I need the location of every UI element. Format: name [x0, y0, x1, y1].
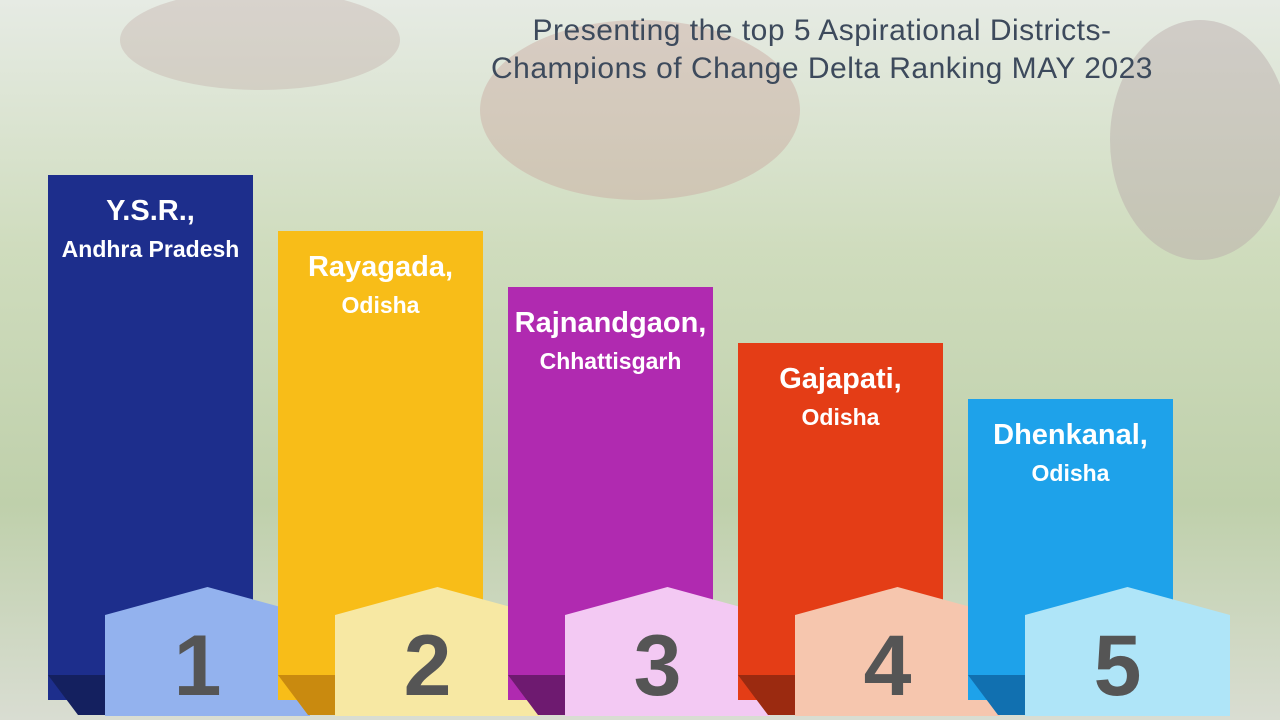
rank-badge: [565, 587, 770, 716]
district-name: Dhenkanal,: [993, 419, 1148, 451]
bar-shadow: [48, 675, 105, 715]
rank-badge: [795, 587, 1000, 716]
rank-number: 5: [1094, 618, 1142, 714]
title-line: Presenting the top 5 Aspirational Distri…: [533, 14, 1112, 47]
district-state: Andhra Pradesh: [62, 236, 240, 262]
district-state: Odisha: [802, 404, 880, 430]
district-state: Chhattisgarh: [540, 348, 682, 374]
district-name: Rajnandgaon,: [515, 307, 707, 339]
district-name: Rayagada,: [308, 251, 453, 283]
ranking-bars: 1 Y.S.R., Andhra Pradesh 2 Rayagada, Odisha 3 R…: [48, 175, 1230, 716]
title-line: Champions of Change Delta Ranking MAY 20…: [491, 52, 1153, 85]
district-name: Gajapati,: [779, 363, 902, 395]
rank-badge: [105, 587, 310, 716]
rank-badge: [335, 587, 540, 716]
district-state: Odisha: [1032, 460, 1110, 486]
rank-number: 3: [634, 618, 682, 714]
rank-number: 1: [174, 618, 222, 714]
photo-figure: [120, 0, 400, 90]
photo-figure: [1110, 20, 1280, 260]
rank-badge: [1025, 587, 1230, 716]
bar-shadow: [968, 675, 1025, 715]
rank-number: 2: [404, 618, 452, 714]
bar-shadow: [738, 675, 795, 715]
photo-figure: [480, 20, 800, 200]
rank-number: 4: [864, 618, 912, 714]
district-state: Odisha: [342, 292, 420, 318]
bar-shadow: [278, 675, 335, 715]
bar-shadow: [508, 675, 565, 715]
district-name: Y.S.R.,: [106, 195, 195, 227]
